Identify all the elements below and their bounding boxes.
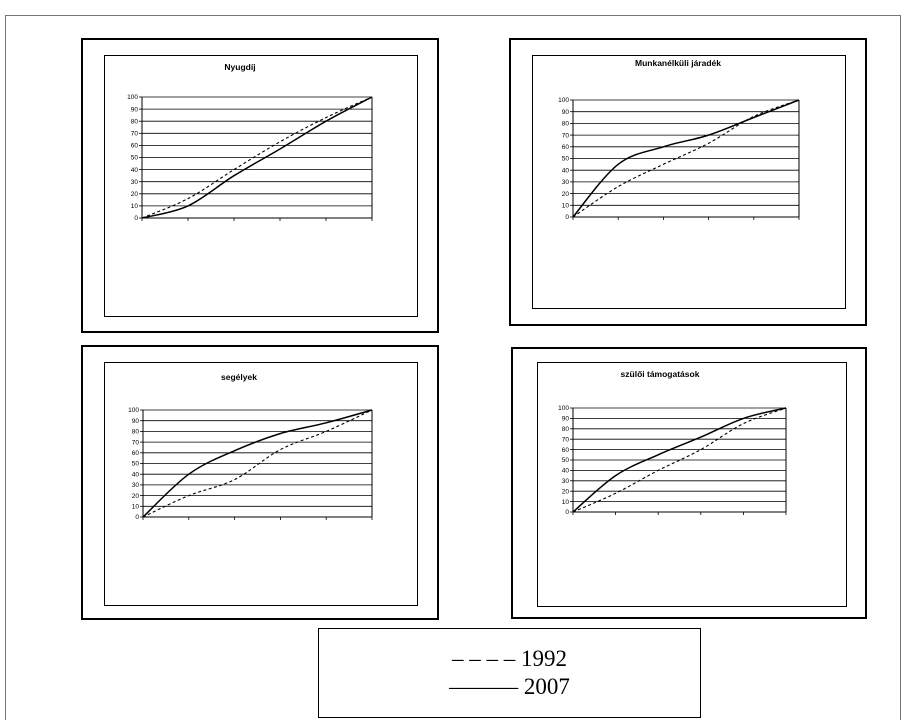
y-tick-label: 80 xyxy=(132,429,140,436)
y-tick-label: 90 xyxy=(562,109,570,116)
y-tick-label: 30 xyxy=(562,478,570,485)
chart-szuloi-tamogatasok: szülői támogatások 0 10 20 30 40 50 60 70 80 90 100 xyxy=(558,369,787,516)
chart-title: segélyek xyxy=(221,372,257,382)
series-line-2007 xyxy=(572,407,787,513)
chart-munkanelkuli-jaradek: Munkanélküli járadék 0 10 20 30 40 50 60 70 80 90 1… xyxy=(558,58,800,221)
y-tick-label: 100 xyxy=(558,97,569,104)
y-tick-label: 0 xyxy=(135,514,139,521)
y-tick-label: 20 xyxy=(132,493,140,500)
y-tick-label: 20 xyxy=(562,488,570,495)
y-tick-label: 50 xyxy=(562,156,570,163)
chart-panel-nyugdij xyxy=(81,38,439,333)
y-tick-label: 30 xyxy=(132,482,140,489)
chart-title: szülői támogatások xyxy=(621,369,700,379)
y-tick-label: 80 xyxy=(131,118,139,125)
series-line-2007 xyxy=(572,99,800,218)
y-tick-label: 40 xyxy=(562,468,570,475)
y-tick-label: 0 xyxy=(565,509,569,516)
y-tick-label: 50 xyxy=(132,461,140,468)
series-line-1992 xyxy=(572,99,800,218)
y-tick-label: 10 xyxy=(562,203,570,210)
series-line-1992 xyxy=(142,409,373,518)
y-tick-label: 10 xyxy=(132,504,140,511)
legend-entry-1992: – – – – 1992 xyxy=(452,646,567,671)
y-tick-label: 20 xyxy=(131,191,139,198)
series-line-2007 xyxy=(141,96,373,219)
chart-title: Munkanélküli járadék xyxy=(635,58,721,68)
y-tick-label: 20 xyxy=(562,191,570,198)
y-tick-label: 90 xyxy=(131,106,139,113)
y-tick-label: 80 xyxy=(562,121,570,128)
y-tick-label: 30 xyxy=(131,179,139,186)
series-line-1992 xyxy=(141,96,373,219)
y-tick-label: 60 xyxy=(131,143,139,150)
y-tick-label: 70 xyxy=(562,132,570,139)
y-tick-label: 0 xyxy=(134,215,138,222)
legend: – – – – 1992 ——— 2007 xyxy=(318,628,701,718)
y-tick-label: 50 xyxy=(562,457,570,464)
chart-nyugdij: Nyugdíj 0 10 20 30 40 50 60 70 80 90 100 xyxy=(127,62,373,222)
y-tick-label: 70 xyxy=(131,131,139,138)
y-tick-label: 0 xyxy=(565,214,569,221)
y-tick-label: 90 xyxy=(562,416,570,423)
chart-area-frame xyxy=(104,362,418,606)
chart-segelyek: segélyek 0 10 20 30 40 50 60 70 80 90 100 xyxy=(128,372,373,521)
y-tick-label: 30 xyxy=(562,179,570,186)
y-tick-label: 80 xyxy=(562,426,570,433)
page-frame xyxy=(5,15,901,720)
y-tick-label: 40 xyxy=(131,167,139,174)
chart-panel-szuloi-tamogatasok xyxy=(511,347,867,619)
y-tick-label: 90 xyxy=(132,418,140,425)
legend-entry-2007: ——— 2007 xyxy=(449,674,570,699)
y-tick-label: 100 xyxy=(128,407,139,414)
chart-area-frame xyxy=(537,362,847,607)
y-tick-label: 50 xyxy=(131,155,139,162)
y-tick-label: 70 xyxy=(562,436,570,443)
y-tick-label: 40 xyxy=(132,471,140,478)
y-tick-label: 100 xyxy=(127,94,138,101)
y-tick-label: 60 xyxy=(562,447,570,454)
y-tick-label: 60 xyxy=(132,450,140,457)
y-tick-label: 40 xyxy=(562,167,570,174)
y-tick-label: 10 xyxy=(131,203,139,210)
y-tick-label: 10 xyxy=(562,499,570,506)
chart-area-frame xyxy=(104,55,418,317)
chart-title: Nyugdíj xyxy=(224,62,255,72)
y-tick-label: 100 xyxy=(558,405,569,412)
y-tick-label: 60 xyxy=(562,144,570,151)
y-tick-label: 70 xyxy=(132,439,140,446)
series-line-2007 xyxy=(142,409,373,518)
chart-panel-segelyek xyxy=(81,345,439,620)
